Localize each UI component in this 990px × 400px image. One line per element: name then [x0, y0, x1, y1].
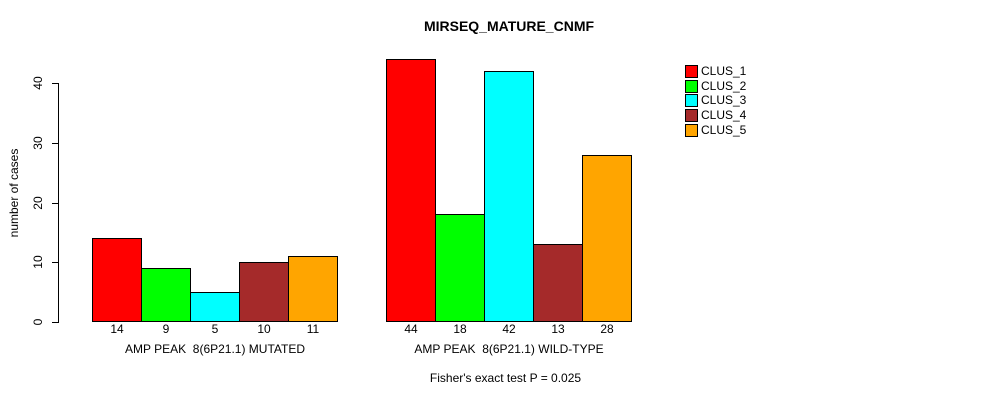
legend-label: CLUS_5 — [701, 122, 747, 137]
bar-value-label: 9 — [162, 322, 170, 336]
bar-value-label: 5 — [211, 322, 219, 336]
bar-clus_1-mutated — [92, 238, 142, 322]
legend-swatch-icon — [685, 94, 698, 108]
legend-label: CLUS_1 — [701, 63, 747, 78]
bar-clus_2-mutated — [141, 268, 191, 322]
y-tick-mark — [52, 262, 58, 263]
y-tick-label: 20 — [31, 196, 45, 210]
bar-value-label: 42 — [502, 322, 516, 336]
bar-value-label: 18 — [453, 322, 467, 336]
bar-clus_5-wild-type — [582, 155, 632, 322]
legend-item: CLUS_3 — [685, 94, 746, 109]
bar-clus_5-mutated — [288, 256, 338, 322]
y-tick-mark — [52, 322, 58, 323]
bar-clus_4-mutated — [239, 262, 289, 322]
bar-value-label: 10 — [257, 322, 271, 336]
bar-value-label: 11 — [306, 322, 320, 336]
bar-value-label: 14 — [110, 322, 124, 336]
y-tick-label: 40 — [31, 76, 45, 90]
legend-item: CLUS_1 — [685, 64, 746, 79]
y-tick-label: 30 — [31, 136, 45, 150]
stat-annotation: Fisher's exact test P = 0.025 — [429, 371, 582, 385]
bar-clus_4-wild-type — [533, 244, 583, 322]
bar-value-label: 44 — [404, 322, 418, 336]
legend-swatch-icon — [685, 79, 698, 93]
y-tick-mark — [52, 203, 58, 204]
legend-label: CLUS_4 — [701, 108, 747, 123]
legend: CLUS_1 CLUS_2 CLUS_3 CLUS_4 CLUS_5 — [685, 64, 746, 138]
group-label: AMP PEAK 8(6P21.1) WILD-TYPE — [414, 342, 604, 356]
y-tick-label: 0 — [31, 318, 45, 326]
y-axis-label: number of cases — [7, 148, 21, 238]
y-tick-mark — [52, 143, 58, 144]
y-tick-label: 10 — [31, 255, 45, 269]
legend-label: CLUS_3 — [701, 93, 747, 108]
bar-clus_3-mutated — [190, 292, 240, 322]
y-tick-mark — [52, 83, 58, 84]
bar-clus_2-wild-type — [435, 214, 485, 322]
group-label: AMP PEAK 8(6P21.1) MUTATED — [124, 342, 306, 356]
bar-clus_3-wild-type — [484, 71, 534, 322]
legend-item: CLUS_4 — [685, 108, 746, 123]
legend-label: CLUS_2 — [701, 78, 747, 93]
legend-swatch-icon — [685, 109, 698, 123]
chart-title: MIRSEQ_MATURE_CNMF — [423, 18, 595, 34]
y-axis-line — [58, 83, 59, 323]
bar-value-label: 13 — [551, 322, 565, 336]
legend-item: CLUS_2 — [685, 79, 746, 94]
bar-clus_1-wild-type — [386, 59, 436, 322]
bar-value-label: 28 — [600, 322, 614, 336]
legend-item: CLUS_5 — [685, 123, 746, 138]
legend-swatch-icon — [685, 64, 698, 78]
legend-swatch-icon — [685, 123, 698, 137]
